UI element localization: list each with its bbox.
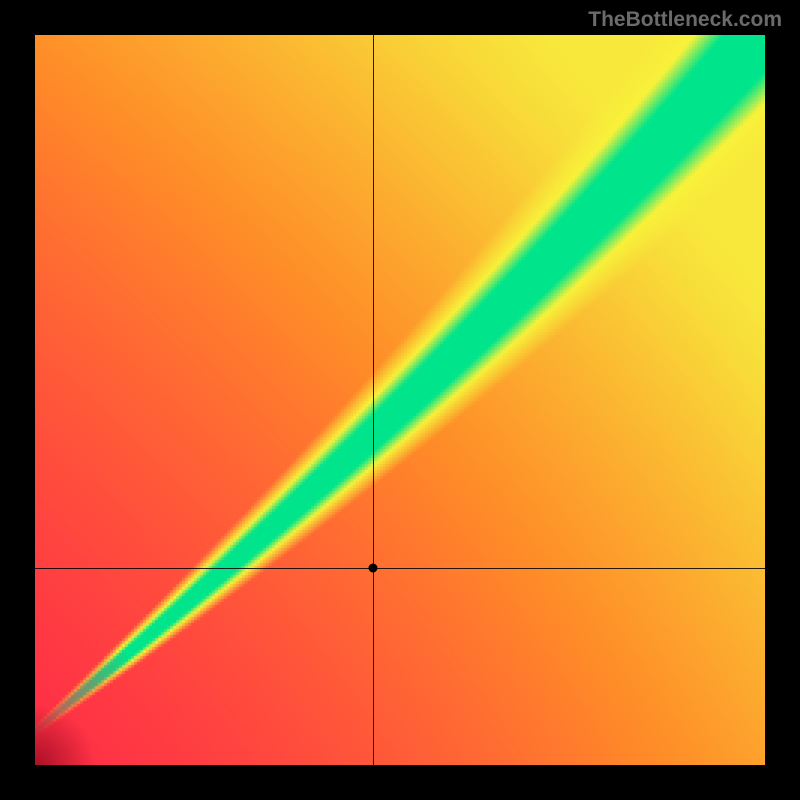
crosshair-horizontal — [35, 568, 765, 569]
heatmap-plot-area — [35, 35, 765, 765]
crosshair-marker-dot — [369, 564, 378, 573]
crosshair-vertical — [373, 35, 374, 765]
watermark-text: TheBottleneck.com — [588, 8, 782, 32]
chart-container: TheBottleneck.com — [0, 0, 800, 800]
heatmap-canvas — [35, 35, 765, 765]
